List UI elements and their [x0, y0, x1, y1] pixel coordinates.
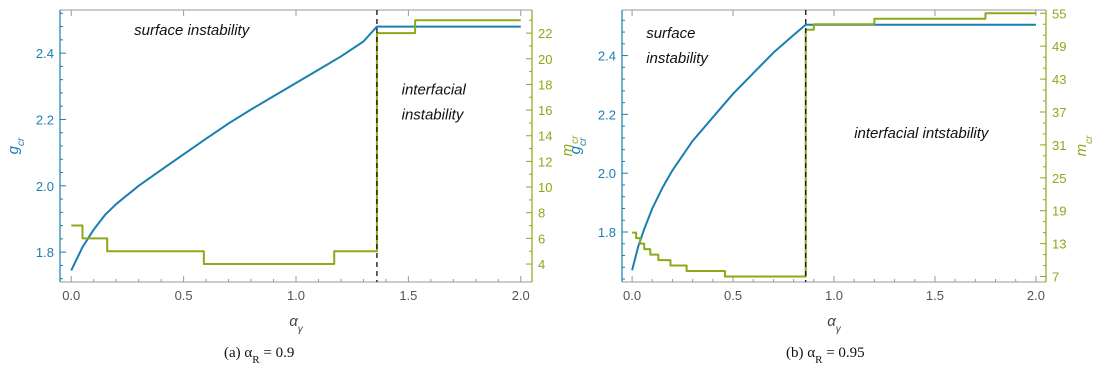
annotation: surface instability: [646, 25, 709, 67]
y2-tick-label: 16: [538, 103, 552, 118]
panel-caption: (b) αR = 0.95: [786, 345, 865, 366]
y2-tick-label: 31: [1052, 138, 1066, 153]
y2-tick-label: 20: [538, 52, 552, 67]
y-tick-label: 2.0: [598, 166, 616, 181]
y2-tick-label: 18: [538, 77, 552, 92]
panel-caption: (a) αR = 0.9: [224, 345, 294, 366]
y-tick-label: 2.2: [598, 107, 616, 122]
m-cr-step-line: [71, 19, 521, 266]
annotation: interfacial intstability: [854, 125, 990, 142]
y2-axis-label: mcr: [1073, 135, 1095, 157]
x-tick-label: 0.5: [175, 288, 193, 303]
x-tick-label: 2.0: [512, 288, 530, 303]
y-tick-label: 2.2: [36, 112, 54, 127]
y2-tick-label: 14: [538, 129, 552, 144]
g-cr-line: [70, 25, 521, 271]
y2-tick-label: 55: [1052, 6, 1066, 21]
y2-tick-label: 10: [538, 180, 552, 195]
x-tick-label: 1.5: [926, 288, 944, 303]
y2-tick-label: 43: [1052, 72, 1066, 87]
annotation: interfacial instability: [402, 82, 467, 124]
y2-tick-label: 22: [538, 26, 552, 41]
y-tick-label: 2.4: [36, 46, 54, 61]
y2-tick-label: 19: [1052, 204, 1066, 219]
y2-tick-label: 8: [538, 206, 545, 221]
x-tick-label: 0.5: [724, 288, 742, 303]
y2-tick-label: 6: [538, 231, 545, 246]
y-tick-label: 2.4: [598, 49, 616, 64]
x-tick-label: 1.0: [287, 288, 305, 303]
x-axis-label: αγ: [289, 313, 304, 335]
y2-tick-label: 25: [1052, 171, 1066, 186]
x-tick-label: 1.5: [399, 288, 417, 303]
x-tick-label: 1.0: [825, 288, 843, 303]
annotation: surface instability: [134, 22, 251, 39]
x-tick-label: 0.0: [623, 288, 641, 303]
y-tick-label: 1.8: [36, 245, 54, 260]
y-axis-label: gcr: [5, 137, 27, 154]
y2-tick-label: 4: [538, 257, 545, 272]
x-tick-label: 2.0: [1027, 288, 1045, 303]
y-tick-label: 2.0: [36, 179, 54, 194]
panel-a: 0.0 0.5 1.0 1.5 2.0 1.8 2.0 2.2 2.4 4 6 8 10 12 14 16 18…: [5, 9, 581, 366]
y2-tick-label: 12: [538, 154, 552, 169]
y-tick-label: 1.8: [598, 225, 616, 240]
x-tick-label: 0.0: [62, 288, 80, 303]
y2-tick-label: 13: [1052, 237, 1066, 252]
x-axis-label: αγ: [827, 313, 842, 335]
m-cr-step-line: [632, 12, 1036, 278]
g-cr-line: [631, 23, 1036, 271]
panel-b: 0.0 0.5 1.0 1.5 2.0 1.8 2.0 2.2 2.4 7 13 19 25 31 37 43…: [567, 6, 1095, 366]
y2-tick-label: 37: [1052, 105, 1066, 120]
y2-tick-label: 7: [1052, 270, 1059, 285]
y2-tick-label: 49: [1052, 39, 1066, 54]
